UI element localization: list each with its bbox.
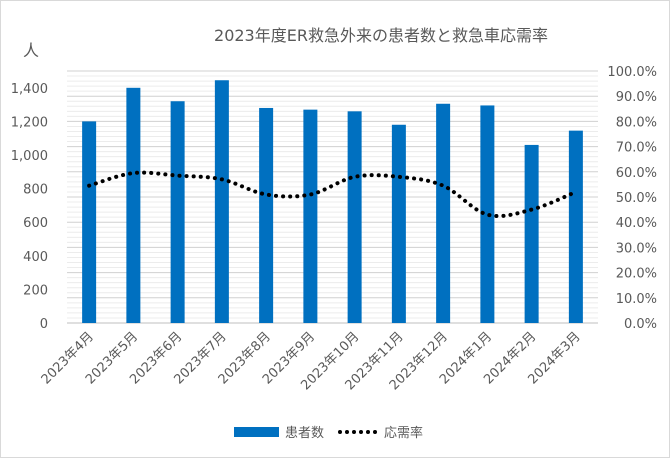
legend-swatch-patients xyxy=(234,427,279,437)
bar-patients xyxy=(391,124,406,323)
y-left-tick-label: 400 xyxy=(23,250,48,265)
chart-title: 2023年度ER救急外来の患者数と救急車応需率 xyxy=(214,26,548,45)
y-left-tick-label: 200 xyxy=(23,283,48,298)
bar-patients xyxy=(568,130,583,323)
line-rate xyxy=(87,170,578,219)
bar-patients xyxy=(126,87,141,323)
y-right-tick-label: 90.0% xyxy=(616,90,657,105)
y-right-tick-label: 60.0% xyxy=(616,166,657,181)
y-right-tick-label: 70.0% xyxy=(616,141,657,156)
y-right-tick-label: 40.0% xyxy=(616,216,657,231)
legend-swatch-rate xyxy=(338,430,377,434)
bar-patients xyxy=(480,105,495,323)
x-axis: 2023年4月2023年5月2023年6月2023年7月2023年8月2023年… xyxy=(39,329,584,393)
legend-dot xyxy=(352,430,356,434)
legend: 患者数 応需率 xyxy=(234,425,423,441)
legend-dot xyxy=(359,430,363,434)
bar-patients xyxy=(524,144,539,323)
legend-label-rate: 応需率 xyxy=(384,425,423,441)
y-right-tick-label: 80.0% xyxy=(616,115,657,130)
y-left-tick-label: 1,200 xyxy=(11,115,48,130)
y-left-tick-label: 800 xyxy=(23,183,48,198)
y-right-tick-label: 30.0% xyxy=(616,241,657,256)
y-left-tick-label: 0 xyxy=(40,317,48,332)
y-axis-right: 0.0% 10.0% 20.0% 30.0% 40.0% 50.0% 60.0% 70.0% 8… xyxy=(607,65,657,332)
bar-patients xyxy=(170,101,185,324)
y-left-tick-label: 1,000 xyxy=(11,149,48,164)
bar-series xyxy=(82,80,583,324)
bar-patients xyxy=(214,80,229,324)
y-right-tick-label: 0.0% xyxy=(624,317,657,332)
legend-dot xyxy=(345,430,349,434)
bar-patients xyxy=(436,103,451,323)
y-right-tick-label: 20.0% xyxy=(616,267,657,282)
y-left-tick-label: 1,400 xyxy=(11,82,48,97)
legend-dot xyxy=(366,430,370,434)
y-right-tick-label: 50.0% xyxy=(616,191,657,206)
bar-patients xyxy=(303,109,318,323)
legend-dot xyxy=(373,430,377,434)
legend-dot xyxy=(338,430,342,434)
gridlines xyxy=(67,70,598,324)
y-right-tick-label: 100.0% xyxy=(607,65,657,80)
line-series xyxy=(87,170,578,219)
y-axis-left: 0 200 400 600 800 1,000 1,200 1,400 xyxy=(11,82,48,332)
y-right-tick-label: 10.0% xyxy=(616,292,657,307)
legend-label-patients: 患者数 xyxy=(285,426,324,441)
y-left-tick-label: 600 xyxy=(23,216,48,231)
bar-patients xyxy=(259,107,274,324)
bar-patients xyxy=(347,111,362,323)
bar-patients xyxy=(82,121,97,324)
y-axis-left-unit: 人 xyxy=(23,41,39,60)
